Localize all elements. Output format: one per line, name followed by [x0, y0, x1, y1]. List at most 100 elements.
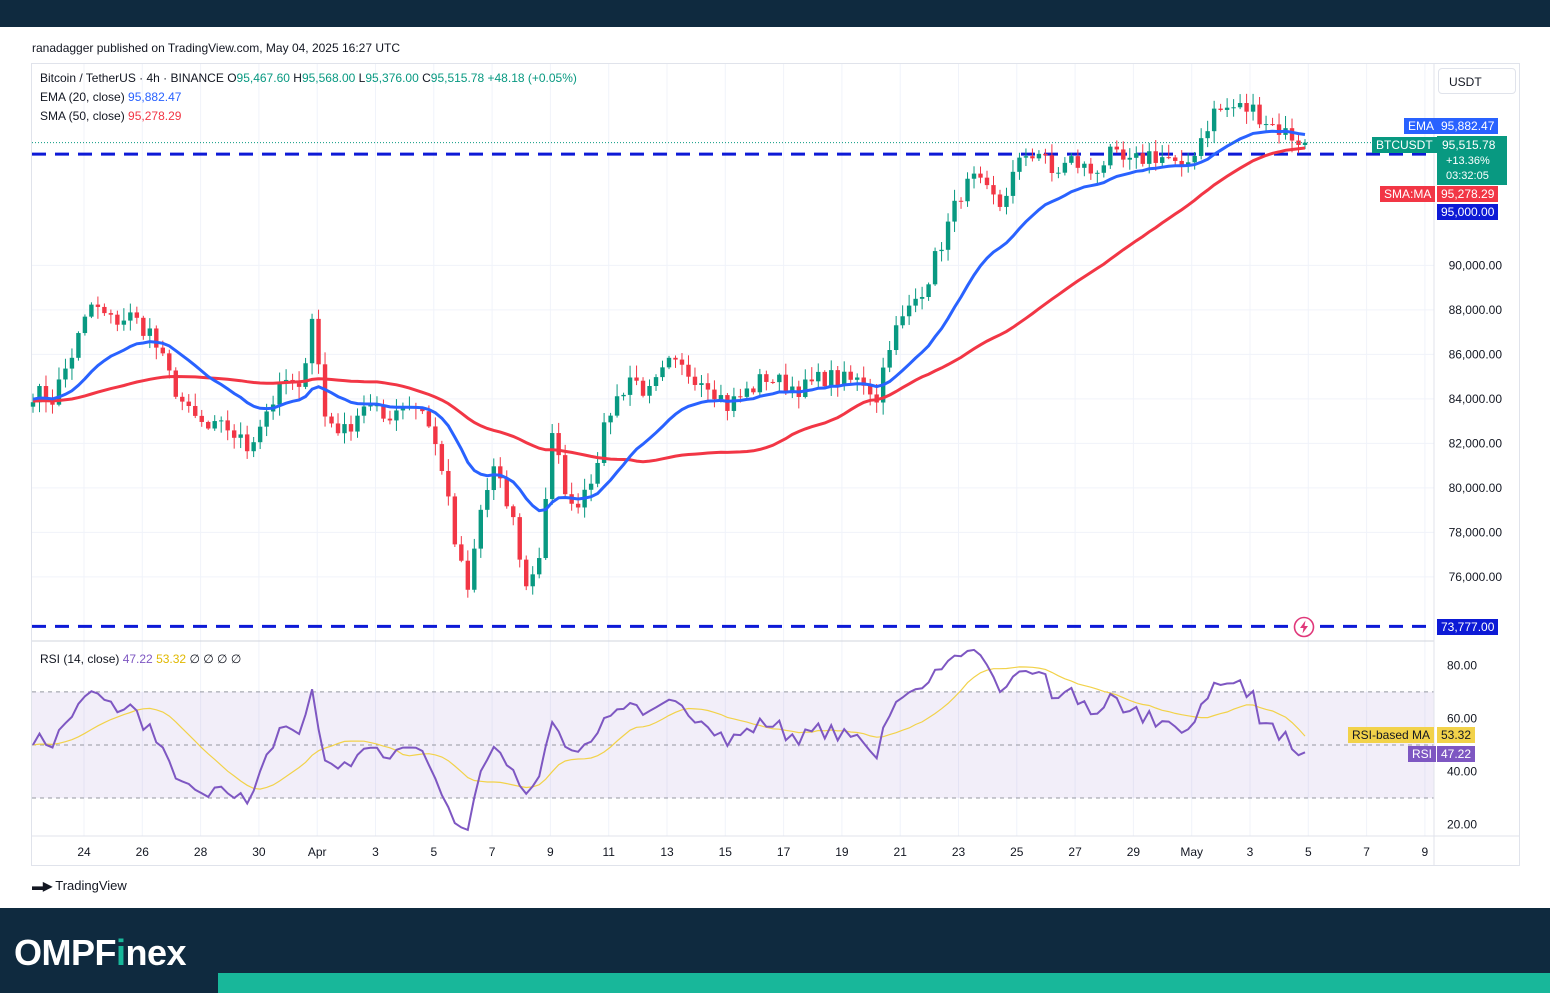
candle-body [1036, 153, 1042, 159]
moving-averages [32, 129, 1434, 513]
candle-body [640, 380, 646, 396]
ema-tag-name: EMA [1404, 118, 1439, 134]
candle-body [206, 421, 211, 429]
candle-body [621, 394, 626, 397]
candle-body [699, 383, 704, 385]
candle-body [1179, 160, 1184, 166]
candle-body [309, 318, 315, 364]
candle-body [971, 173, 977, 179]
sma-tag-value: 95,278.29 [1437, 186, 1499, 202]
time-tick-label: 3 [1247, 845, 1254, 859]
sma-50-line [32, 146, 1306, 464]
candle-body [446, 470, 451, 497]
time-tick-label: 27 [1068, 845, 1082, 859]
change-value: +48.18 (+0.05%) [487, 71, 577, 85]
candle-body [160, 347, 165, 354]
candle-body [997, 194, 1003, 207]
brand-part-2: i [116, 932, 126, 973]
low-label: L [358, 71, 366, 85]
rsi-ma-line [32, 666, 1306, 790]
candle-body [128, 312, 133, 321]
candle-body [1108, 146, 1113, 166]
candle-body [50, 400, 55, 405]
countdown-tag: 03:32:05 [1446, 170, 1489, 182]
candle-body [653, 377, 659, 387]
candle-body [939, 249, 944, 252]
currency-unit-button[interactable]: USDT [1438, 68, 1516, 94]
candle-body [887, 350, 892, 368]
price-tick-label: 80,000.00 [1449, 481, 1503, 495]
candle-body [95, 304, 101, 307]
candle-body [296, 383, 302, 387]
alert-lightning-icon[interactable] [1293, 616, 1315, 638]
candle-body [1263, 124, 1269, 126]
candle-body [335, 423, 341, 434]
time-tick-label: 29 [1127, 845, 1141, 859]
candle-body [1218, 108, 1223, 110]
candle-body [731, 396, 737, 411]
candle-body [1056, 172, 1061, 174]
candle-body [679, 359, 685, 365]
candle-body [984, 177, 990, 186]
candle-body [452, 496, 458, 545]
candle-body [842, 371, 847, 386]
candle-body [1173, 157, 1178, 161]
candle-body [329, 416, 334, 424]
candle-body [355, 415, 360, 432]
candle-body [666, 357, 672, 368]
candle-body [549, 433, 555, 499]
open-label: O [227, 71, 237, 85]
candle-body [394, 410, 399, 421]
time-tick-label: 5 [1305, 845, 1312, 859]
candle-body [822, 371, 827, 387]
price-tick-label: 88,000.00 [1449, 303, 1503, 317]
ema-legend[interactable]: EMA (20, close) 95,882.47 [40, 90, 181, 104]
candle-body [790, 386, 795, 394]
time-tick-label: 9 [1422, 845, 1429, 859]
candle-body [1185, 162, 1191, 166]
price-axis: 76,000.00 78,000.00 80,000.00 82,000.00 84,0… [1433, 64, 1503, 866]
candle-body [991, 185, 996, 195]
candle-body [718, 395, 724, 400]
candle-body [361, 406, 367, 416]
time-tick-label: 19 [835, 845, 849, 859]
candle-body [257, 426, 263, 443]
candle-body [511, 506, 516, 518]
time-tick-label: 11 [602, 845, 615, 859]
tradingview-watermark: ⁠▬▶ TradingView [32, 878, 127, 893]
candle-body [757, 374, 763, 393]
candle-body [193, 406, 198, 416]
candle-body [932, 251, 938, 285]
candle-body [1205, 131, 1210, 139]
sma-value: 95,278.29 [128, 109, 182, 123]
candle-body [673, 357, 678, 360]
candle-body [614, 396, 620, 416]
footer-accent-stripe [218, 973, 1550, 993]
brand-part-1: OMPF [14, 932, 117, 973]
rsi-line [32, 648, 1306, 832]
candle-body [738, 396, 743, 398]
candle-body [231, 430, 237, 438]
price-tick-label: 78,000.00 [1449, 525, 1503, 539]
candle-body [498, 466, 503, 479]
candle-body [199, 415, 204, 422]
candle-body [783, 374, 789, 394]
candle-body [147, 328, 153, 336]
time-tick-label: May [1180, 845, 1203, 859]
candle-body [952, 200, 957, 222]
candle-body [1088, 163, 1094, 174]
chart-frame [31, 63, 1520, 866]
candle-body [770, 381, 776, 383]
candle-body [167, 353, 172, 371]
rsi-legend[interactable]: RSI (14, close) 47.22 53.32 ∅ ∅ ∅ ∅ [40, 652, 241, 666]
resistance-tag: 95,000.00 [1437, 204, 1499, 220]
sma-legend[interactable]: SMA (50, close) 95,278.29 [40, 109, 181, 123]
candle-body [491, 466, 496, 491]
tradingview-logo-icon: ⁠▬▶ [32, 878, 52, 893]
rsi-ma-tag-value: 53.32 [1437, 727, 1476, 743]
time-tick-label: 5 [430, 845, 437, 859]
candle-body [1030, 156, 1035, 159]
time-tick-label: 7 [1363, 845, 1370, 859]
candle-body [660, 367, 665, 378]
